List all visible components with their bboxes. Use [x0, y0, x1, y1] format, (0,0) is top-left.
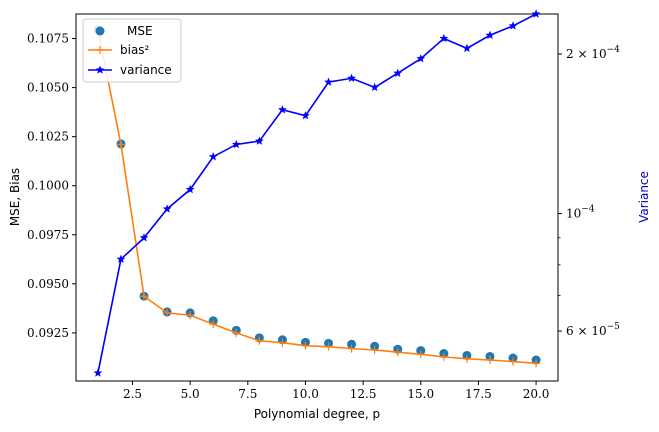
bias-point: [255, 336, 264, 345]
plot-frame: [75, 13, 559, 382]
variance-point: [185, 184, 195, 194]
variance-point: [278, 105, 287, 114]
mse-point: [347, 339, 357, 349]
variance-point: [439, 33, 449, 43]
bias-point: [278, 338, 287, 347]
variance-point: [462, 43, 472, 53]
bias-point: [509, 357, 518, 366]
x-axis-ticks: 2.5 5.0 7.5 10.0 12.5 15.0 17.5 20.0: [123, 381, 549, 401]
bias-point: [485, 356, 494, 365]
x-tick-label: 10.0: [292, 387, 319, 401]
variance-point: [370, 82, 380, 92]
legend-variance-marker: [95, 65, 105, 74]
y-tick-label: 0.1075: [27, 32, 69, 46]
variance-point: [485, 30, 495, 39]
bias-point: [370, 345, 379, 354]
x-tick-label: 7.5: [238, 387, 257, 401]
y-tick-label: 0.0925: [27, 326, 69, 340]
variance-line: [97, 13, 537, 374]
variance-point: [254, 136, 264, 145]
y-axis-label: MSE, Bias: [8, 168, 22, 226]
variance-point: [416, 54, 426, 63]
bias-point: [439, 352, 448, 361]
bias-point: [163, 308, 172, 317]
bias-point: [393, 348, 402, 357]
variance-point: [93, 368, 103, 377]
bias-point: [232, 328, 241, 337]
variance-point: [324, 77, 333, 86]
variance-point: [301, 111, 310, 120]
legend: MSE bias² variance: [82, 18, 182, 83]
x-tick-label: 17.5: [465, 387, 492, 401]
x-tick-label: 20.0: [523, 387, 550, 401]
bias-point: [140, 292, 149, 301]
legend-variance-label: variance: [120, 63, 172, 77]
variance-point: [116, 254, 126, 263]
variance-point: [231, 139, 241, 149]
y-tick-label: 0.0950: [27, 277, 69, 291]
variance-point: [208, 152, 218, 161]
legend-bias-label: bias²: [120, 43, 150, 57]
y2-axis-ticks: 6 × 10−5 10−4 2 × 10−4: [558, 45, 620, 338]
y-axis-ticks: 0.0925 0.0950 0.0975 0.1000 0.1025 0.1050 0.10…: [27, 32, 76, 340]
variance-point: [347, 73, 356, 82]
variance-point: [531, 9, 541, 18]
variance-point: [508, 21, 518, 30]
x-axis-label: Polynomial degree, p: [254, 407, 380, 421]
x-tick-label: 5.0: [181, 387, 200, 401]
variance-point: [139, 233, 149, 242]
x-tick-label: 2.5: [123, 387, 142, 401]
y-tick-label: 0.1000: [27, 179, 69, 193]
bias-point: [532, 359, 541, 368]
bias-point: [301, 341, 310, 350]
y-tick-label: 0.0975: [27, 228, 69, 242]
y-tick-label: 0.1050: [27, 81, 69, 95]
legend-bias-marker: [96, 46, 104, 54]
y2-tick-label: 10−4: [566, 205, 595, 221]
y2-tick-label: 2 × 10−4: [566, 45, 620, 61]
y2-tick-label: 6 × 10−5: [566, 322, 620, 338]
variance-point: [162, 204, 172, 213]
bias-point: [416, 350, 425, 359]
legend-box: [82, 18, 182, 83]
bias-point: [186, 311, 195, 320]
bias-point: [209, 320, 218, 329]
y2-axis-label: Variance: [637, 171, 651, 223]
bias-point: [116, 140, 125, 149]
bias-point: [324, 342, 333, 351]
bias-point: [462, 354, 471, 363]
x-tick-label: 15.0: [407, 387, 434, 401]
legend-mse-label: MSE: [127, 24, 153, 38]
variance-point: [393, 68, 403, 77]
bias-point: [347, 344, 356, 353]
y-tick-label: 0.1025: [27, 130, 69, 144]
x-tick-label: 12.5: [350, 387, 377, 401]
legend-mse-marker: [95, 26, 105, 36]
